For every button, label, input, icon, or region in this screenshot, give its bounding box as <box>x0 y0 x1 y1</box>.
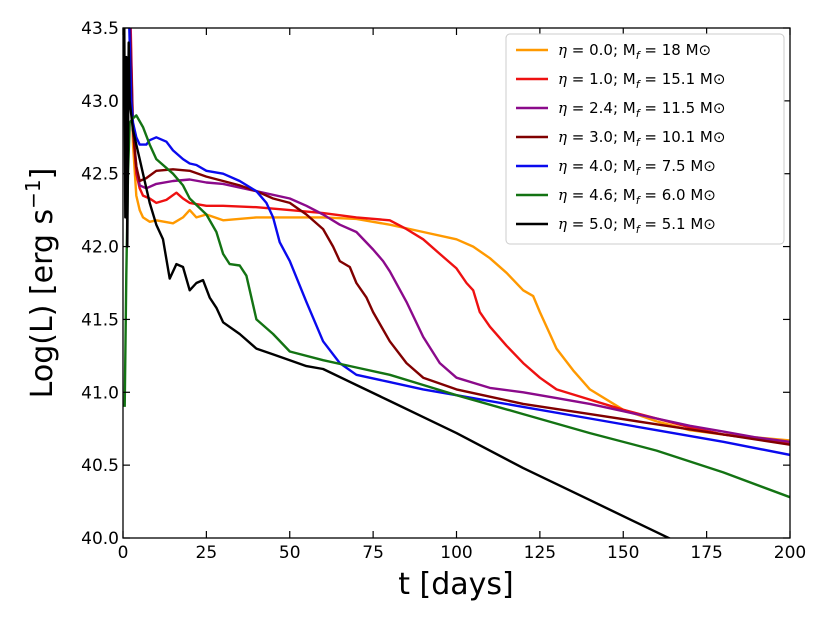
legend-eta-symbol: η <box>558 41 567 59</box>
x-tick-label: 125 <box>524 543 556 563</box>
series-line-6 <box>123 28 672 538</box>
legend-eta-value: = 5.0; M <box>567 215 636 233</box>
legend-eta-symbol: η <box>558 215 567 233</box>
legend-mass-subscript: f <box>636 107 642 120</box>
legend-label-3: η = 3.0; Mf = 10.1 M⊙ <box>558 128 725 149</box>
legend-eta-value: = 4.0; M <box>567 157 636 175</box>
legend-mass-subscript: f <box>636 136 642 149</box>
x-axis-label: t [days] <box>398 567 514 602</box>
legend: η = 0.0; Mf = 18 M⊙η = 1.0; Mf = 15.1 M⊙… <box>505 33 785 245</box>
legend-label-4: η = 4.0; Mf = 7.5 M⊙ <box>558 157 716 178</box>
y-tick-label: 40.0 <box>81 529 119 549</box>
legend-mass-value: = 6.0 M⊙ <box>640 186 716 204</box>
legend-eta-value: = 0.0; M <box>567 41 636 59</box>
legend-box <box>505 33 785 245</box>
legend-eta-symbol: η <box>558 99 567 117</box>
y-tick-label: 42.5 <box>81 165 119 185</box>
legend-mass-subscript: f <box>636 49 642 62</box>
legend-eta-symbol: η <box>558 186 567 204</box>
y-axis-label-superscript: −1 <box>21 179 45 208</box>
legend-mass-subscript: f <box>636 165 642 178</box>
y-tick-label: 40.5 <box>81 456 119 476</box>
legend-mass-value: = 10.1 M⊙ <box>640 128 726 146</box>
legend-eta-value: = 4.6; M <box>567 186 636 204</box>
y-tick-label: 41.0 <box>81 383 119 403</box>
legend-label-5: η = 4.6; Mf = 6.0 M⊙ <box>558 186 716 207</box>
y-axis-label-main: Log(L) [erg s <box>25 209 60 398</box>
x-tick-label: 200 <box>774 543 806 563</box>
y-tick-label: 42.0 <box>81 238 119 258</box>
x-tick-label: 75 <box>362 543 384 563</box>
legend-mass-value: = 18 M⊙ <box>640 41 711 59</box>
y-tick-label: 41.5 <box>81 310 119 330</box>
y-tick-label: 43.0 <box>81 92 119 112</box>
legend-mass-subscript: f <box>636 223 642 236</box>
legend-mass-subscript: f <box>636 78 642 91</box>
legend-eta-value: = 1.0; M <box>567 70 636 88</box>
series-layer <box>123 28 790 538</box>
series-line-4 <box>128 28 790 457</box>
x-tick-label: 0 <box>118 543 129 563</box>
x-tick-label: 150 <box>607 543 639 563</box>
legend-eta-value: = 2.4; M <box>567 99 636 117</box>
legend-mass-value: = 5.1 M⊙ <box>640 215 716 233</box>
y-axis-label: Log(L) [erg s−1] <box>21 168 60 399</box>
legend-label-6: η = 5.0; Mf = 5.1 M⊙ <box>558 215 716 236</box>
series-line-5 <box>123 114 790 499</box>
x-tick-label: 100 <box>440 543 472 563</box>
legend-mass-value: = 15.1 M⊙ <box>640 70 726 88</box>
legend-eta-symbol: η <box>558 70 567 88</box>
x-tick-label: 25 <box>196 543 218 563</box>
legend-eta-symbol: η <box>558 128 567 146</box>
legend-mass-value: = 11.5 M⊙ <box>640 99 726 117</box>
series-line-1 <box>129 28 790 445</box>
legend-label-1: η = 1.0; Mf = 15.1 M⊙ <box>558 70 725 91</box>
y-axis-label-close: ] <box>25 168 60 180</box>
legend-eta-symbol: η <box>558 157 567 175</box>
series-line-2 <box>129 28 790 443</box>
legend-label-0: η = 0.0; Mf = 18 M⊙ <box>558 41 711 62</box>
legend-eta-value: = 3.0; M <box>567 128 636 146</box>
legend-mass-value: = 7.5 M⊙ <box>640 157 716 175</box>
legend-mass-subscript: f <box>636 194 642 207</box>
y-tick-label: 43.5 <box>81 19 119 39</box>
ticks-layer: 0 25 50 75 100 125 150 175 200 40.0 40.5 41.0 41.5 42… <box>81 19 806 563</box>
series-line-3 <box>128 28 790 446</box>
legend-label-2: η = 2.4; Mf = 11.5 M⊙ <box>558 99 725 120</box>
x-tick-label: 175 <box>690 543 722 563</box>
x-tick-label: 50 <box>279 543 301 563</box>
